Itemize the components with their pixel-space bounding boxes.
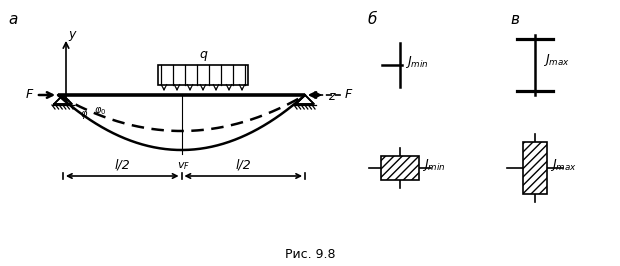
Text: $J_{min}$: $J_{min}$ [422,157,446,173]
Text: $J_{max}$: $J_{max}$ [550,157,577,173]
Text: l/2: l/2 [236,159,251,172]
Text: $J_{max}$: $J_{max}$ [543,52,570,68]
Text: q: q [199,48,207,61]
Text: $\varphi_0$: $\varphi_0$ [94,105,106,117]
Text: в: в [510,12,519,27]
Text: Рис. 9.8: Рис. 9.8 [285,248,335,261]
Text: F: F [345,89,352,102]
Text: z: z [328,89,335,102]
Bar [381,156,419,180]
Text: a: a [8,12,17,27]
Bar [158,65,248,85]
Text: y: y [68,28,76,41]
Text: l/2: l/2 [114,159,130,172]
Polygon shape [296,95,314,104]
Polygon shape [54,95,72,104]
Bar [523,142,547,194]
Bar [523,142,547,194]
Bar [381,156,419,180]
Text: $\varphi$: $\varphi$ [80,109,88,121]
Text: $J_{min}$: $J_{min}$ [405,54,428,70]
Text: $v_F$: $v_F$ [177,160,190,172]
Text: F: F [26,89,33,102]
Text: б: б [368,12,378,27]
